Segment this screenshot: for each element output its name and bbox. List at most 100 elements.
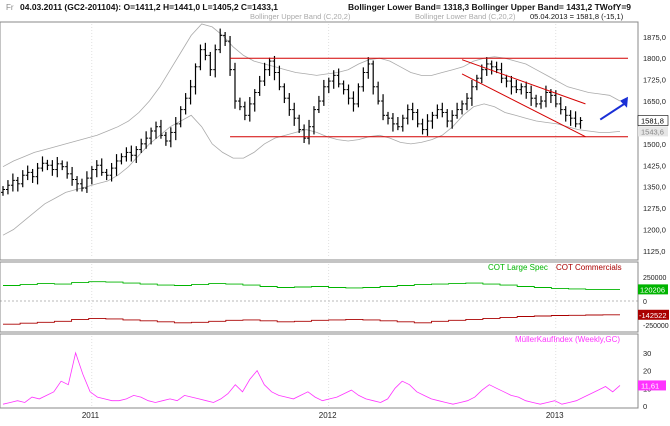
ohlc-bar: [272, 55, 277, 81]
ohlc-bar: [464, 93, 469, 111]
ohlc-bar: [99, 158, 104, 176]
bollinger-upper-line: [2, 23, 621, 168]
kaufindex-line: [2, 351, 621, 405]
index-tick-label: 0: [643, 402, 647, 411]
last-price-box: [637, 115, 669, 126]
ohlc-bar: [292, 102, 297, 126]
ohlc-bar: [109, 162, 114, 182]
forecast-arrow: [599, 101, 627, 121]
ohlc-bar: [440, 102, 445, 118]
cot-tick-label: 250000: [643, 275, 666, 282]
cot-lines: [3, 281, 620, 325]
ohlc-bar: [415, 109, 420, 128]
ohlc-bar: [395, 117, 400, 131]
index-tick-label: 30: [643, 349, 651, 358]
ohlc-bar: [455, 102, 460, 119]
ohlc-bar: [287, 93, 292, 116]
large-spec-value-box: [638, 284, 668, 295]
ohlc-bar: [114, 154, 119, 176]
ohlc-bar: [70, 166, 75, 186]
kaufindex-value-box: [638, 380, 666, 391]
header-ohlc: 04.03.2011 (GC2-201104): O=1411,2 H=1441…: [20, 2, 278, 12]
ohlc-bar: [504, 74, 509, 88]
ohlc-bar: [390, 113, 395, 132]
ohlc-bar: [5, 180, 10, 195]
ohlc-bar: [154, 121, 159, 139]
ohlc-bar: [420, 118, 425, 135]
band-value-label: 1543,6: [641, 127, 664, 136]
channel-lower-line: [461, 73, 586, 138]
ohlc-bar: [79, 178, 84, 192]
cot-tick-label: 0: [643, 299, 647, 306]
ohlc-bar: [356, 83, 361, 108]
ohlc-bar: [316, 95, 321, 114]
x-axis-labels: 2011 2012 2013: [82, 411, 564, 420]
ohlc-bar: [10, 173, 15, 192]
ohlc-bar: [262, 62, 267, 86]
ohlc-bar: [183, 93, 188, 115]
price-tick-label: 1275,0: [643, 204, 666, 213]
bollinger-bands: [2, 23, 621, 236]
ohlc-bar: [445, 109, 450, 128]
ohlc-bar: [203, 42, 208, 61]
x-tick-label: 2013: [546, 411, 564, 420]
price-tick-label: 1200,0: [643, 225, 666, 234]
ohlc-bar: [94, 160, 99, 178]
ohlc-bar: [474, 74, 479, 91]
header-bands: Bollinger Lower Band= 1318,3 Bollinger U…: [348, 2, 631, 12]
ohlc-bar: [381, 94, 386, 121]
ohlc-bar: [65, 161, 70, 179]
ohlc-bar: [247, 97, 252, 122]
ohlc-bar: [499, 62, 504, 84]
ohlc-bar: [529, 85, 534, 106]
band-value-box: [638, 126, 668, 137]
ohlc-bar: [75, 176, 80, 192]
header-corner: Fr: [6, 3, 14, 12]
ohlc-bar: [539, 95, 544, 109]
ohlc-bar: [277, 65, 282, 91]
ohlc-bar: [55, 156, 60, 178]
ohlc-bar: [297, 114, 302, 134]
ohlc-bar: [469, 79, 474, 106]
ohlc-bar: [563, 106, 568, 122]
x-tick-label: 2011: [82, 411, 100, 420]
ohlc-bar: [173, 117, 178, 141]
ohlc-bar: [361, 67, 366, 92]
ohlc-bar: [307, 119, 312, 145]
ohlc-bar: [30, 168, 35, 183]
forecast-arrowhead: [620, 96, 628, 108]
last-price-label: 1581,8: [641, 117, 664, 126]
ohlc-bar: [35, 162, 40, 185]
ohlc-bar: [568, 110, 573, 126]
price-panel: [0, 21, 639, 261]
ohlc-bar: [178, 106, 183, 128]
ohlc-bar: [509, 75, 514, 95]
ohlc-bar: [311, 106, 316, 135]
large-spec-line: [3, 281, 620, 290]
legend-commercials: COT Commercials: [556, 263, 622, 272]
ohlc-bar: [168, 127, 173, 148]
ohlc-bar: [193, 63, 198, 95]
ohlc-bar: [257, 75, 262, 96]
ohlc-bar: [1, 186, 5, 196]
bollinger-lower-line: [2, 103, 621, 236]
ohlc-bar: [20, 170, 25, 188]
ohlc-bar: [208, 51, 213, 76]
ohlc-bar: [460, 100, 465, 115]
ohlc-bar: [489, 60, 494, 75]
kaufindex-value-label: 11,61: [641, 381, 659, 390]
kaufindex-line-path: [2, 351, 621, 405]
ohlc-bar: [223, 31, 228, 46]
legend-large-spec: COT Large Spec: [488, 263, 548, 272]
y-axis-labels: 1875,0 1800,0 1725,0 1650,0 1500,0 1425,0 1350…: [637, 33, 669, 411]
ohlc-bar: [430, 111, 435, 129]
ohlc-bar: [228, 35, 233, 76]
ohlc-bar: [267, 57, 272, 76]
ohlc-bar: [104, 168, 109, 181]
ohlc-bar: [346, 84, 351, 105]
commercials-line: [3, 314, 620, 325]
ohlc-bar: [435, 104, 440, 119]
ohlc-bar: [40, 156, 45, 172]
